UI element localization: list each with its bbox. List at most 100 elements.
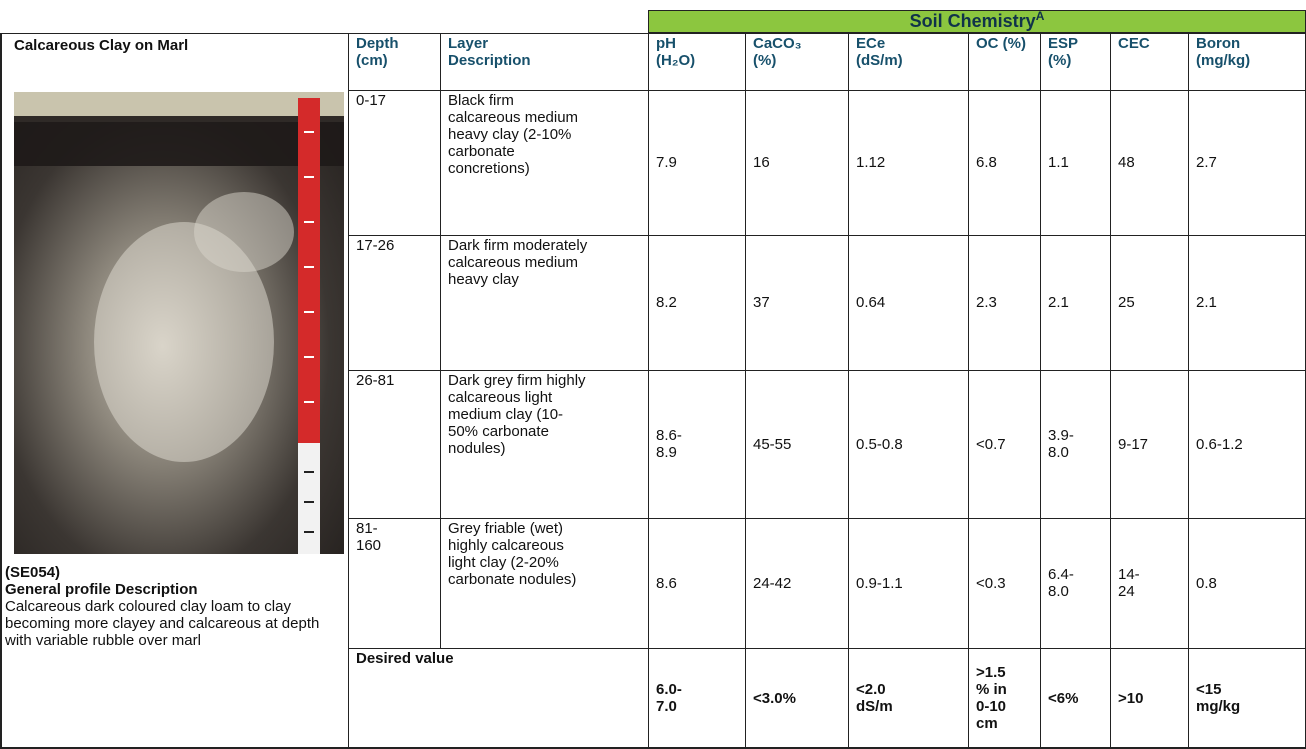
chem-value: 16 <box>745 90 848 235</box>
chem-value: 7.9 <box>648 90 745 235</box>
chem-value: 0.9-1.1 <box>848 518 968 648</box>
column-header: CEC <box>1110 33 1188 90</box>
chem-value: 0.6-1.2 <box>1188 370 1305 518</box>
chem-value-text: 14-24 <box>1118 566 1156 600</box>
chem-value: 9-17 <box>1110 370 1188 518</box>
chem-value-text: 2.1 <box>1196 294 1256 311</box>
column-header: Boron (mg/kg) <box>1188 33 1305 90</box>
layer-description: Dark grey firm highly calcareous light m… <box>440 370 648 518</box>
chem-value-text: 37 <box>753 294 833 311</box>
chem-value-text: 16 <box>753 154 833 171</box>
group-header-title: Soil Chemistry <box>910 11 1036 31</box>
chem-value-text: 24-42 <box>753 575 833 592</box>
rule <box>348 370 1306 371</box>
profile-subtitle: General profile Description <box>5 581 343 598</box>
profile-code: (SE054) <box>5 564 343 581</box>
chem-value: 1.12 <box>848 90 968 235</box>
chem-value-text: 7.9 <box>656 154 701 171</box>
chem-value-text: 25 <box>1118 294 1156 311</box>
column-header: CaCO₃ (%) <box>745 33 848 90</box>
column-header-text: ESP (%) <box>1048 35 1102 69</box>
chem-value: 0.64 <box>848 235 968 370</box>
chem-value-text: 6.8 <box>976 154 1016 171</box>
depth: 17-26 <box>348 235 440 370</box>
chem-value: 1.1 <box>1040 90 1110 235</box>
desired-value: >1.5 % in 0-10 cm <box>968 648 1040 748</box>
desired-value-text: <6% <box>1048 690 1088 707</box>
desired-value-text: <2.0 dS/m <box>856 681 914 715</box>
rule <box>348 235 1306 236</box>
group-header-superscript: A <box>1036 9 1045 23</box>
chem-value-text: 9-17 <box>1118 436 1156 453</box>
chem-value-text: 1.1 <box>1048 154 1088 171</box>
desired-value: <6% <box>1040 648 1110 748</box>
chem-value-text: 48 <box>1118 154 1156 171</box>
desired-value: <3.0% <box>745 648 848 748</box>
rule <box>648 33 649 748</box>
group-header: Soil ChemistryA <box>648 10 1306 33</box>
depth: 26-81 <box>348 370 440 518</box>
chem-value: 48 <box>1110 90 1188 235</box>
rule <box>440 33 441 648</box>
chem-value: 14-24 <box>1110 518 1188 648</box>
chem-value-text: <0.3 <box>976 575 1016 592</box>
depth-text: 17-26 <box>356 237 400 254</box>
chem-value: 2.3 <box>968 235 1040 370</box>
chem-value-text: 8.6-8.9 <box>656 427 701 461</box>
chem-value: 3.9-8.0 <box>1040 370 1110 518</box>
depth: 0-17 <box>348 90 440 235</box>
profile-title-text: Calcareous Clay on Marl <box>14 37 188 54</box>
chem-value: 24-42 <box>745 518 848 648</box>
layer-description: Grey friable (wet) highly calcareous lig… <box>440 518 648 648</box>
column-header-text: Layer Description <box>448 35 548 69</box>
page: Soil ChemistryA Calcareous Clay on Marl … <box>0 0 1306 749</box>
profile-title: Calcareous Clay on Marl <box>0 33 348 58</box>
layer-description-text: Grey friable (wet) highly calcareous lig… <box>448 520 588 588</box>
chem-value: 8.2 <box>648 235 745 370</box>
chem-value-text: 0.8 <box>1196 575 1256 592</box>
chem-value-text: 2.7 <box>1196 154 1256 171</box>
depth-text: 26-81 <box>356 372 400 389</box>
chem-value: 8.6-8.9 <box>648 370 745 518</box>
depth-text: 0-17 <box>356 92 400 109</box>
desired-value-text: <3.0% <box>753 690 833 707</box>
layer-description-text: Black firm calcareous medium heavy clay … <box>448 92 588 177</box>
desired-value-text: >1.5 % in 0-10 cm <box>976 664 1016 732</box>
chem-value: 25 <box>1110 235 1188 370</box>
column-header: OC (%) <box>968 33 1040 90</box>
tape-red <box>298 98 320 443</box>
chem-value: 2.7 <box>1188 90 1305 235</box>
chem-value-text: 8.2 <box>656 294 701 311</box>
column-header: pH (H₂O) <box>648 33 745 90</box>
desired-value-text: 6.0-7.0 <box>656 681 701 715</box>
desired-value: 6.0-7.0 <box>648 648 745 748</box>
rule <box>848 33 849 748</box>
desired-label: Desired value <box>348 648 648 748</box>
layer-description-text: Dark grey firm highly calcareous light m… <box>448 372 588 457</box>
rule <box>968 33 969 748</box>
desired-label-text: Desired value <box>356 650 556 667</box>
chem-value: 2.1 <box>1188 235 1305 370</box>
column-header-text: OC (%) <box>976 35 1032 52</box>
chem-value-text: 1.12 <box>856 154 914 171</box>
rule <box>745 33 746 748</box>
column-header: ECe (dS/m) <box>848 33 968 90</box>
chem-value: <0.7 <box>968 370 1040 518</box>
rule <box>348 33 349 748</box>
chem-value-text: 3.9-8.0 <box>1048 427 1088 461</box>
column-header: Depth (cm) <box>348 33 440 90</box>
profile-description: Calcareous dark coloured clay loam to cl… <box>5 598 343 649</box>
profile-notes: (SE054) General profile Description Calc… <box>0 560 348 653</box>
chem-value-text: 6.4-8.0 <box>1048 566 1088 600</box>
layer-description: Black firm calcareous medium heavy clay … <box>440 90 648 235</box>
chem-value-text: 0.9-1.1 <box>856 575 914 592</box>
chem-value: 0.5-0.8 <box>848 370 968 518</box>
layer-description-text: Dark firm moderately calcareous medium h… <box>448 237 588 288</box>
chem-value-text: 2.3 <box>976 294 1016 311</box>
chem-value: 6.4-8.0 <box>1040 518 1110 648</box>
desired-value: <2.0 dS/m <box>848 648 968 748</box>
desired-value: <15 mg/kg <box>1188 648 1305 748</box>
column-header-text: CEC <box>1118 35 1180 52</box>
topsoil <box>14 116 344 166</box>
rule <box>348 518 1306 519</box>
